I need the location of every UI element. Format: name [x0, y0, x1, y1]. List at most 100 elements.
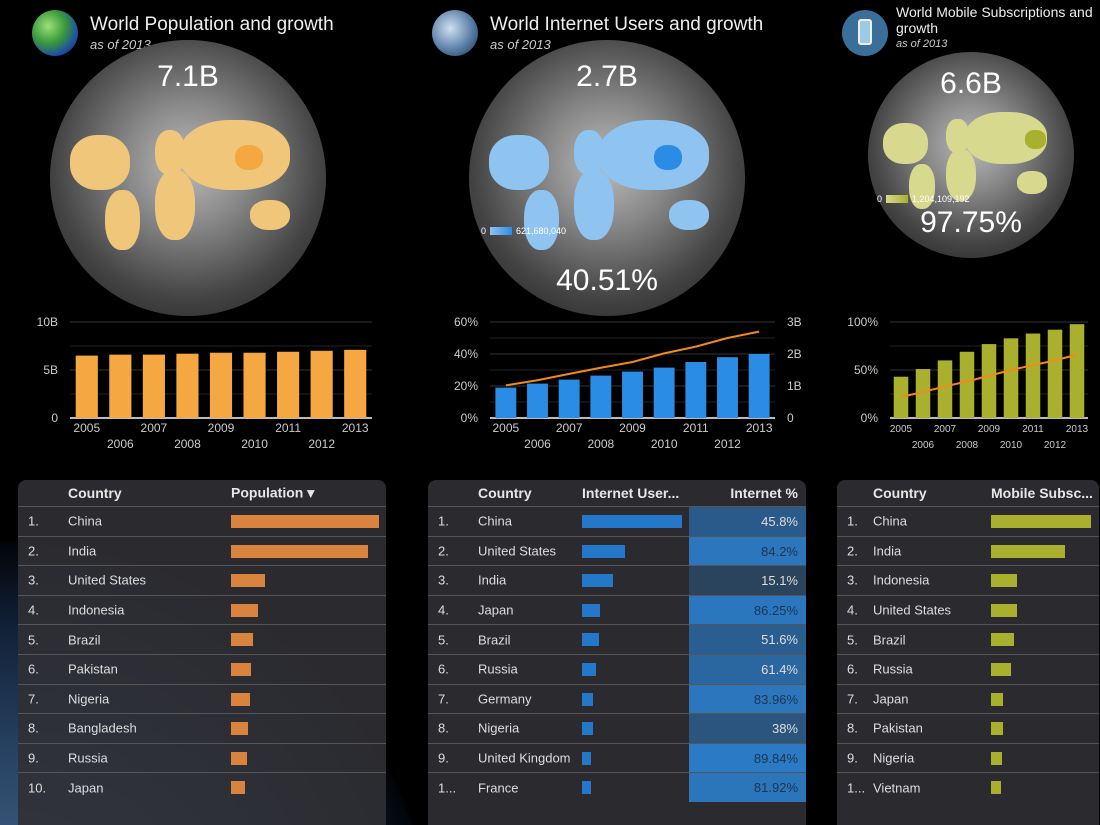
table-row[interactable]: 4. Indonesia — [18, 594, 386, 625]
row-country: Japan — [478, 602, 514, 618]
table-row[interactable]: 4. Japan 86.25% — [428, 594, 806, 625]
x-tick-label: 2009 — [619, 421, 646, 435]
panel-title: World Mobile Subscriptions and growth — [896, 4, 1093, 36]
x-tick-label: 2005 — [492, 421, 519, 435]
table-row[interactable]: 8. Bangladesh — [18, 713, 386, 743]
column-header[interactable]: Country — [478, 485, 532, 501]
dashboard-panel: World Population and growth as of 2013 7.1… — [0, 0, 420, 825]
chart-bar — [176, 353, 199, 418]
x-tick-label: 2011 — [683, 421, 709, 435]
table-row[interactable]: 8. Pakistan — [837, 713, 1099, 743]
table-row[interactable]: 5. Brazil — [837, 624, 1099, 654]
map-region[interactable] — [524, 190, 559, 250]
row-value-bar — [582, 515, 682, 528]
table-row[interactable]: 1. China — [837, 506, 1099, 536]
map-region[interactable] — [909, 163, 936, 209]
table-row[interactable]: 7. Germany 83.96% — [428, 683, 806, 714]
country-table: Country Population ▾ 1. China 2. India 3. Unite… — [18, 480, 386, 825]
table-row[interactable]: 6. Pakistan — [18, 653, 386, 684]
map-region[interactable] — [669, 200, 709, 230]
table-row[interactable]: 7. Nigeria — [18, 683, 386, 714]
map-region[interactable] — [250, 200, 290, 230]
table-row[interactable]: 4. United States — [837, 594, 1099, 625]
x-tick-label: 2007 — [141, 421, 168, 435]
y-tick-label: 20% — [454, 379, 478, 393]
column-header[interactable]: Country — [68, 485, 122, 501]
map-region[interactable] — [946, 149, 977, 202]
y-tick-label: 5B — [43, 363, 58, 377]
chart-bar — [109, 354, 132, 418]
map-region[interactable] — [946, 119, 969, 153]
table-row[interactable]: 1... Vietnam — [837, 772, 1099, 802]
table-row[interactable]: 3. Indonesia — [837, 565, 1099, 595]
country-table: Country Mobile Subsc... 1. China 2. India 3. In… — [837, 480, 1099, 825]
row-rank: 6. — [847, 661, 858, 677]
x-tick-label: 2013 — [1066, 424, 1089, 435]
table-row[interactable]: 1. China 45.8% — [428, 506, 806, 536]
table-row[interactable]: 2. United States 84.2% — [428, 535, 806, 566]
column-header[interactable]: Population ▾ — [231, 484, 315, 501]
total-value: 6.6B — [940, 66, 1002, 100]
percent-value: 97.75% — [920, 206, 1022, 239]
table-row[interactable]: 9. Nigeria — [837, 742, 1099, 773]
table-row[interactable]: 6. Russia 61.4% — [428, 653, 806, 684]
table-row[interactable]: 7. Japan — [837, 683, 1099, 714]
column-header[interactable]: Internet % — [730, 485, 798, 501]
row-internet-percent: 61.4% — [689, 654, 806, 684]
table-row[interactable]: 1... France 81.92% — [428, 772, 806, 802]
row-value-bar — [991, 781, 1002, 795]
row-country: Vietnam — [873, 780, 921, 796]
row-internet-percent: 38% — [689, 714, 806, 743]
row-internet-percent: 45.8% — [689, 507, 806, 536]
chart-bar — [893, 376, 909, 418]
map-region[interactable] — [489, 135, 549, 190]
column-header[interactable]: Internet User... — [582, 485, 680, 501]
table-row[interactable]: 5. Brazil 51.6% — [428, 624, 806, 654]
row-value-bar — [582, 751, 592, 765]
map-region-highlight[interactable] — [654, 145, 682, 170]
map-region[interactable] — [155, 170, 195, 240]
y2-tick-label: 1B — [787, 379, 802, 393]
table-row[interactable]: 1. China — [18, 506, 386, 536]
row-internet-percent: 51.6% — [689, 625, 806, 654]
map-region[interactable] — [70, 135, 130, 190]
table-row[interactable]: 8. Nigeria 38% — [428, 713, 806, 743]
column-header[interactable]: Mobile Subsc... — [991, 485, 1093, 501]
map-region[interactable] — [574, 170, 614, 240]
world-map-globe[interactable] — [469, 40, 745, 316]
map-region[interactable] — [882, 122, 928, 164]
chart-bar — [310, 350, 333, 418]
table-row[interactable]: 2. India — [18, 535, 386, 566]
world-map-globe[interactable] — [50, 40, 326, 316]
column-header[interactable]: Country — [873, 485, 927, 501]
chart-line — [900, 353, 1078, 398]
row-country: Russia — [873, 661, 913, 677]
y-tick-label: 40% — [454, 347, 478, 361]
map-region[interactable] — [1017, 171, 1048, 194]
map-region-highlight[interactable] — [235, 145, 263, 170]
table-row[interactable]: 5. Brazil — [18, 624, 386, 654]
table-row[interactable]: 2. India — [837, 535, 1099, 566]
y2-tick-label: 3B — [787, 315, 802, 329]
table-row[interactable]: 6. Russia — [837, 653, 1099, 684]
row-value-bar — [991, 603, 1017, 617]
legend-max: 1,204,109,192 — [911, 193, 970, 204]
table-row[interactable]: 9. Russia — [18, 742, 386, 773]
total-value: 2.7B — [576, 60, 638, 93]
row-country: Nigeria — [68, 691, 110, 707]
row-country: Pakistan — [68, 661, 118, 677]
table-row[interactable]: 3. India 15.1% — [428, 565, 806, 595]
table-row[interactable]: 9. United Kingdom 89.84% — [428, 742, 806, 773]
world-map-globe[interactable] — [868, 52, 1074, 258]
chart-bar — [915, 369, 931, 418]
row-rank: 5. — [28, 632, 39, 648]
row-value-bar — [582, 692, 593, 706]
map-region-highlight[interactable] — [1024, 130, 1046, 150]
table-row[interactable]: 3. United States — [18, 565, 386, 595]
table-row[interactable]: 10. Japan — [18, 772, 386, 802]
map-region[interactable] — [105, 190, 140, 250]
chart-bar — [937, 360, 953, 418]
row-value-bar — [991, 662, 1011, 676]
row-value-bar — [231, 781, 245, 795]
row-country: Germany — [478, 691, 532, 707]
